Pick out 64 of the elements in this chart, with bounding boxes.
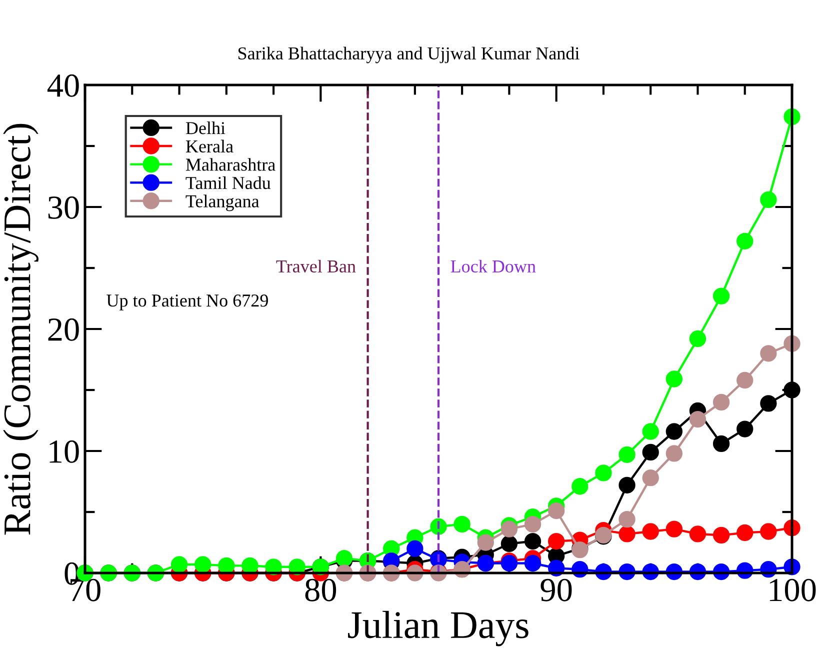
point (666, 445, 682, 462)
point (618, 476, 636, 494)
point (170, 556, 188, 573)
legend-label: Delhi (186, 122, 226, 134)
x-tick-label: 80 (305, 578, 336, 602)
y-axis-title: Ratio (Community/Direct) (3, 124, 38, 535)
point (548, 502, 565, 520)
point (736, 420, 754, 438)
ref-line-label: Lock Down (450, 260, 536, 273)
point (760, 191, 777, 208)
point (548, 532, 565, 550)
legend-label: Maharashtra (186, 158, 276, 171)
point (265, 558, 282, 576)
y-tick-label: 10 (50, 440, 79, 463)
point (712, 288, 730, 304)
point (595, 464, 612, 482)
point (454, 516, 470, 533)
ref-line-label: Travel Ban (276, 260, 356, 273)
point (524, 516, 542, 533)
point (288, 558, 306, 576)
point (336, 550, 353, 567)
point (642, 444, 659, 461)
point (477, 534, 494, 551)
point (689, 410, 706, 428)
x-axis-title: Julian Days (348, 610, 528, 646)
point (712, 435, 730, 452)
point (712, 526, 730, 544)
point (194, 556, 212, 573)
point (524, 532, 542, 550)
point (642, 470, 659, 486)
legend-label: Tamil Nadu (186, 176, 271, 190)
point (642, 523, 659, 540)
point (666, 520, 682, 538)
point (642, 423, 659, 440)
point (736, 562, 754, 579)
point (500, 520, 518, 538)
y-tick-label: 30 (48, 196, 79, 219)
y-tick-label: 20 (48, 318, 79, 341)
legend-label: Telangana (186, 194, 260, 212)
x-tick-label: 100 (770, 578, 816, 602)
point (618, 446, 636, 463)
point (689, 526, 706, 542)
point (572, 478, 588, 495)
legend-label: Kerala (186, 140, 234, 153)
point (666, 423, 682, 440)
annotation: Up to Patient No 6729 (106, 294, 268, 310)
point (666, 370, 682, 388)
point (689, 330, 706, 348)
point (760, 345, 777, 362)
x-tick-label: 90 (540, 578, 572, 602)
point (689, 563, 706, 580)
y-tick-label: 40 (47, 74, 79, 97)
chart-title: Sarika Bhattacharyya and Ujjwal Kumar Nandi (238, 46, 580, 64)
point (618, 510, 636, 528)
point (618, 526, 636, 542)
point (736, 232, 754, 250)
point (406, 540, 424, 557)
point (736, 524, 754, 542)
point (500, 535, 518, 552)
point (712, 394, 730, 411)
point (760, 523, 777, 540)
point (760, 395, 777, 412)
point (736, 372, 754, 389)
point (524, 554, 542, 572)
